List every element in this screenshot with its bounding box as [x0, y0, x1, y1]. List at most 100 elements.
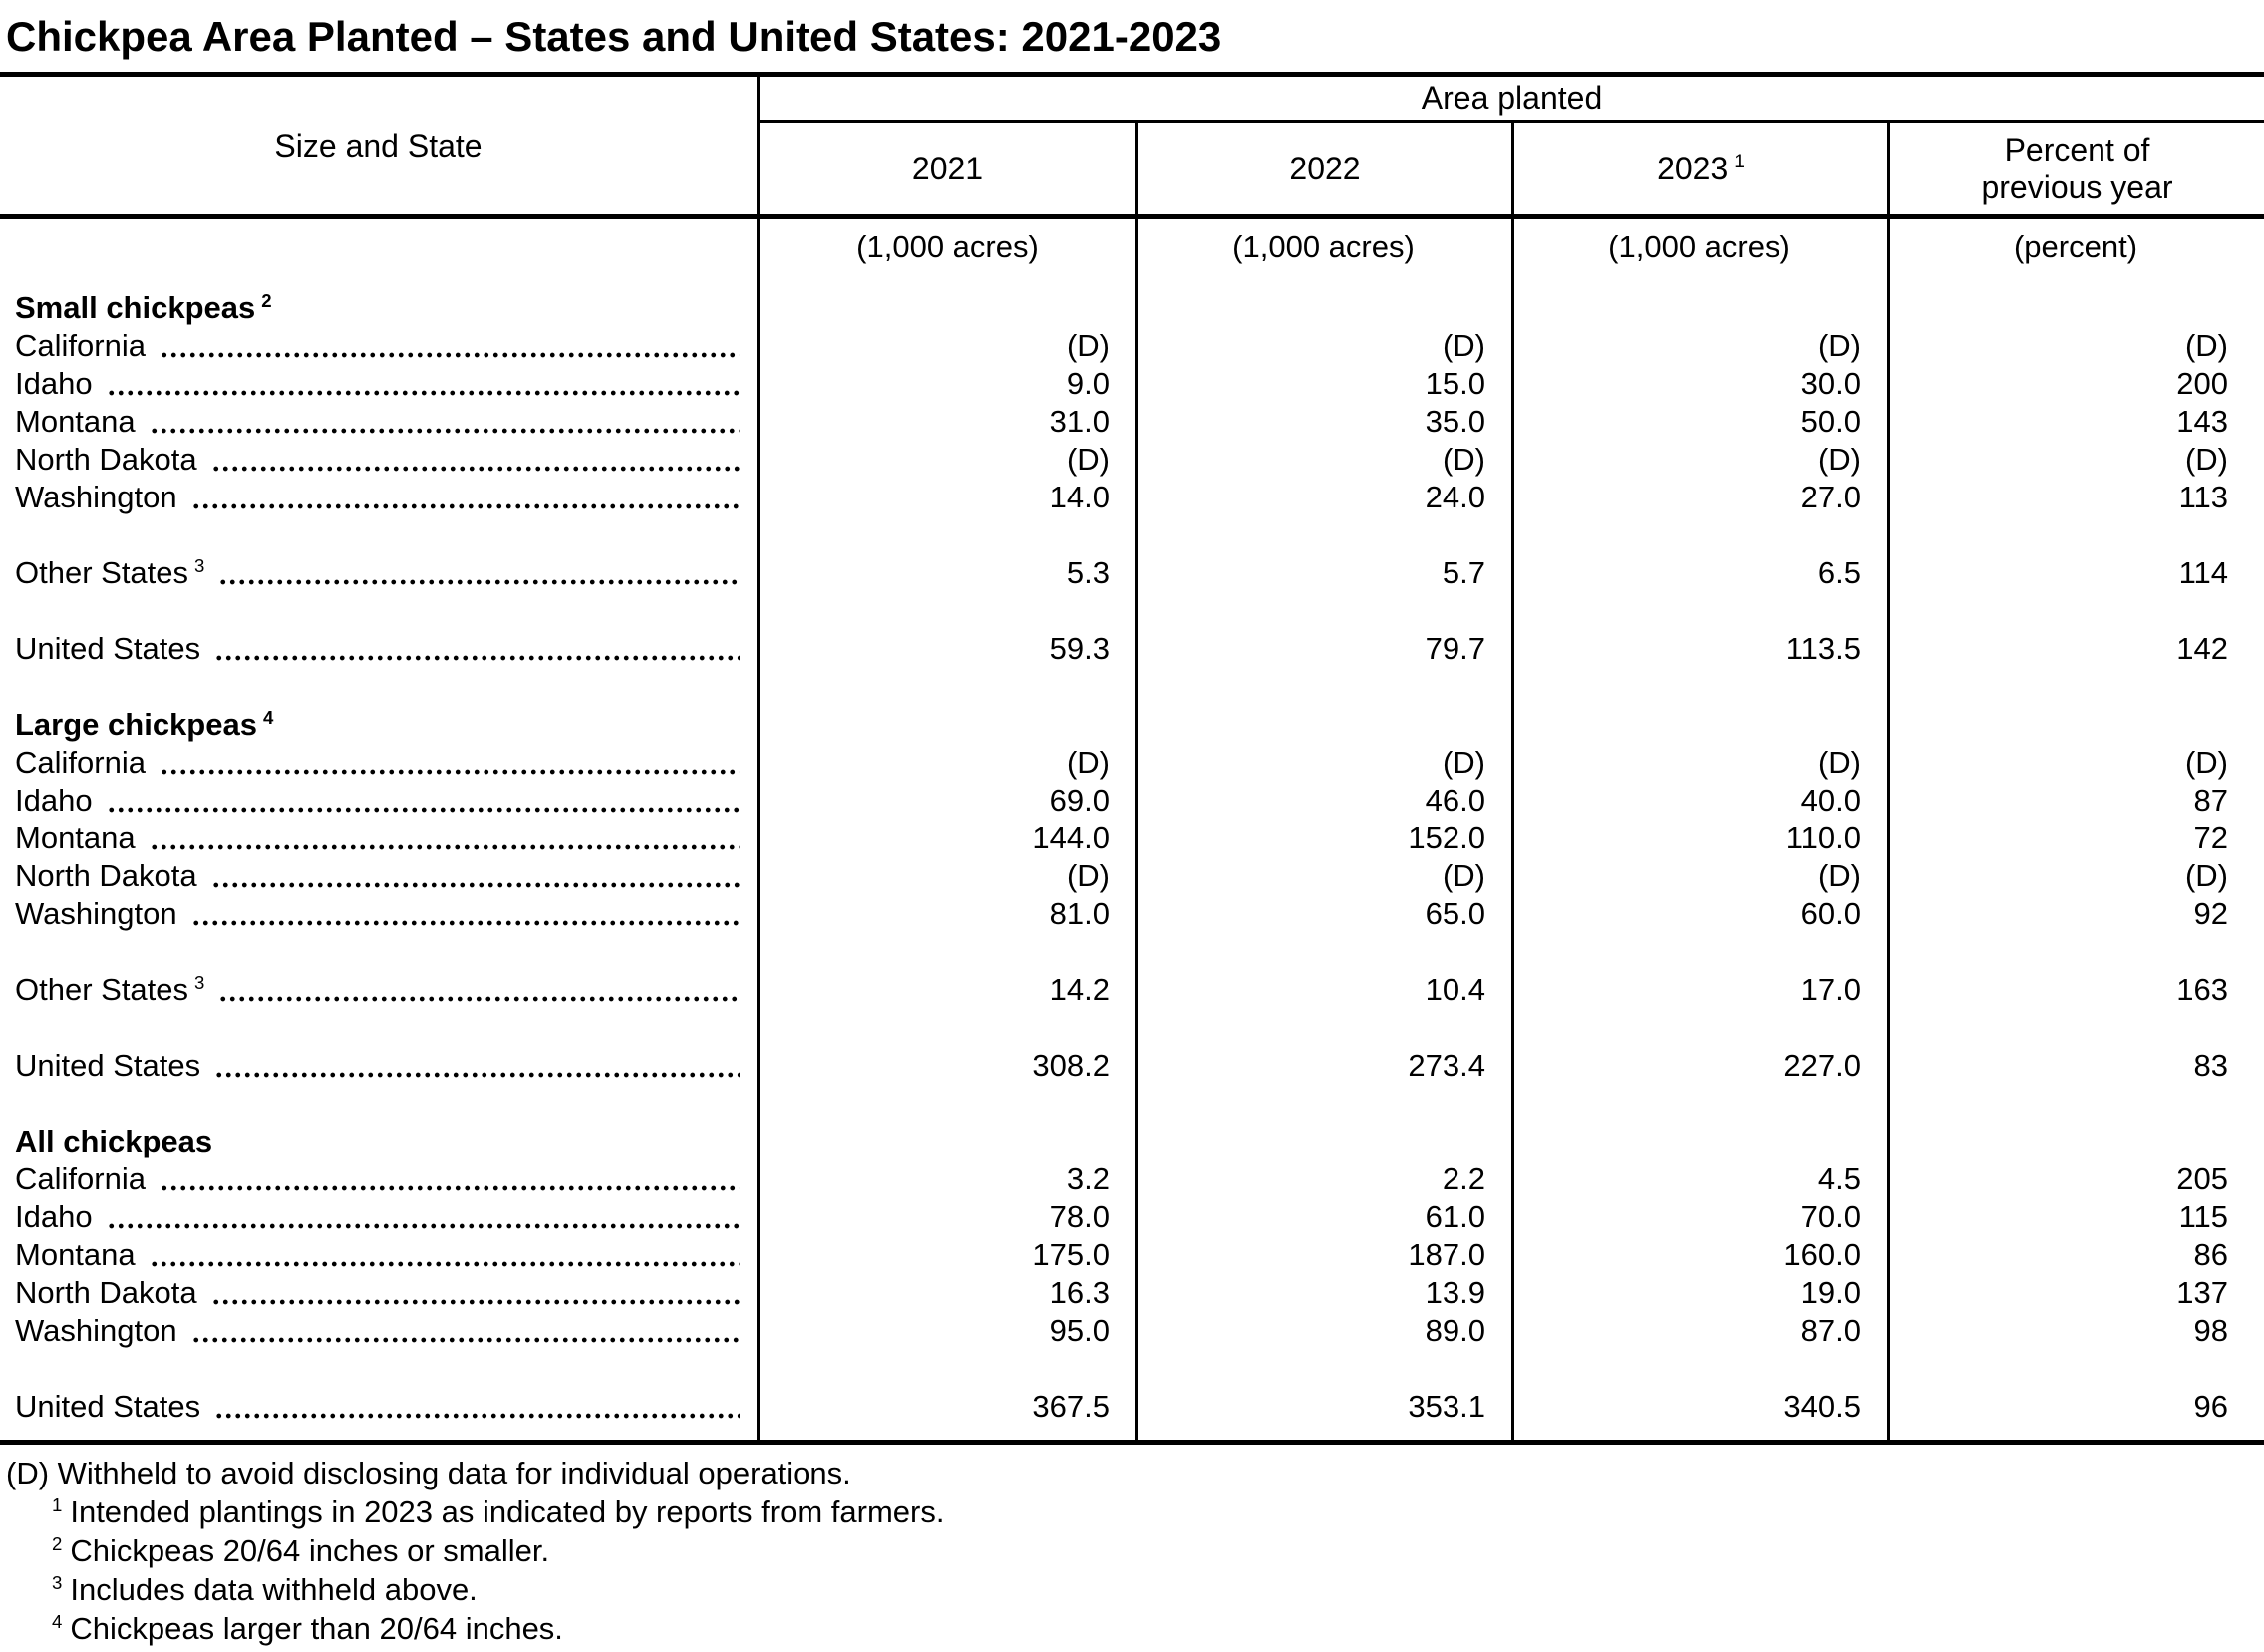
value-cell: (D)	[1817, 442, 1861, 478]
row-label: Montana	[15, 821, 136, 856]
dot-leader	[218, 996, 740, 1003]
dot-leader	[210, 466, 740, 473]
row-label-cell: Idaho	[0, 1198, 760, 1236]
value-cell: 273.4	[1408, 1048, 1485, 1084]
table-body: (1,000 acres) (1,000 acres) (1,000 acres…	[0, 219, 2264, 1441]
value-cell: 24.0	[1425, 480, 1485, 515]
row-label: Montana	[15, 404, 136, 440]
value-cell: 3.2	[1066, 1161, 1110, 1197]
value-cell: 87.0	[1800, 1313, 1861, 1349]
value-cell: 144.0	[1032, 821, 1110, 856]
footnotes: (D) Withheld to avoid disclosing data fo…	[0, 1454, 2264, 1648]
value-cell: 78.0	[1049, 1199, 1110, 1235]
value-cell: 50.0	[1800, 404, 1861, 440]
value-cell: 175.0	[1032, 1237, 1110, 1273]
row-label: Other States 3	[15, 554, 205, 591]
row-label-cell: United States	[0, 630, 760, 668]
value-cell: 2.2	[1442, 1161, 1485, 1197]
column-header-percent-of-previous-year: Percent of previous year	[1887, 123, 2264, 215]
row-label: Washington	[15, 1313, 177, 1349]
value-cell: 367.5	[1032, 1389, 1110, 1425]
row-label-cell: Idaho	[0, 365, 760, 403]
value-cell: 72	[2193, 821, 2228, 856]
value-cell: 96	[2193, 1389, 2228, 1425]
dot-leader	[190, 1337, 740, 1344]
value-cell: (D)	[2184, 442, 2228, 478]
unit-label-2023: (1,000 acres)	[1608, 229, 1790, 265]
row-label-cell: Montana	[0, 1236, 760, 1274]
table-section: Large chickpeas 4 California (D) (D) (D) (D) Id…	[0, 706, 2264, 1085]
dot-leader	[149, 1261, 740, 1268]
section-heading-row: Large chickpeas 4	[0, 706, 2264, 744]
table-header: Size and State Area planted 2021 2022 20…	[0, 77, 2264, 220]
dot-leader	[106, 390, 740, 397]
value-cell: 30.0	[1800, 366, 1861, 402]
value-cell: 14.2	[1049, 972, 1110, 1008]
row-label: Washington	[15, 896, 177, 932]
table-row: Other States 3 14.2 10.4 17.0 163	[0, 971, 2264, 1009]
table-row: North Dakota (D) (D) (D) (D)	[0, 441, 2264, 479]
value-cell: (D)	[2184, 745, 2228, 781]
row-label: United States	[15, 1048, 201, 1084]
footnote-superscript: 1	[52, 1493, 63, 1515]
value-cell: 308.2	[1032, 1048, 1110, 1084]
column-divider-line	[757, 219, 760, 1441]
dot-leader	[159, 1185, 740, 1192]
table-row: Montana 144.0 152.0 110.0 72	[0, 820, 2264, 857]
row-label-cell: North Dakota	[0, 441, 760, 479]
page-title: Chickpea Area Planted – States and Unite…	[6, 13, 1222, 60]
section-heading-cell: All chickpeas	[0, 1123, 760, 1160]
table-row: Washington 14.0 24.0 27.0 113	[0, 479, 2264, 516]
row-label: Idaho	[15, 783, 93, 819]
dot-leader	[218, 579, 740, 586]
row-label-cell: North Dakota	[0, 857, 760, 895]
units-row: (1,000 acres) (1,000 acres) (1,000 acres…	[0, 219, 2264, 275]
dot-leader	[190, 503, 740, 510]
value-cell: 113.5	[1785, 631, 1861, 667]
section-heading-superscript: 4	[262, 706, 274, 728]
row-label: Other States 3	[15, 971, 205, 1008]
footnote-superscript: 2	[52, 1532, 63, 1554]
column-header-2021: 2021	[760, 123, 1135, 214]
value-cell: 10.4	[1425, 972, 1485, 1008]
table-row: Other States 3 5.3 5.7 6.5 114	[0, 554, 2264, 592]
dot-leader	[210, 882, 740, 889]
row-label-cell: Other States 3	[0, 554, 760, 592]
value-cell: (D)	[1817, 745, 1861, 781]
unit-label-percent: (percent)	[2013, 229, 2138, 265]
table-row: Idaho 69.0 46.0 40.0 87	[0, 782, 2264, 820]
value-cell: (D)	[1066, 745, 1110, 781]
value-cell: 98	[2193, 1313, 2228, 1349]
value-cell: 143	[2176, 404, 2228, 440]
value-cell: 137	[2176, 1275, 2228, 1311]
value-cell: 6.5	[1817, 555, 1861, 591]
value-cell: 86	[2193, 1237, 2228, 1273]
column-header-2022: 2022	[1135, 123, 1511, 215]
value-cell: 19.0	[1800, 1275, 1861, 1311]
value-cell: (D)	[1442, 442, 1485, 478]
section-heading-cell: Small chickpeas 2	[0, 289, 760, 327]
value-cell: (D)	[1817, 328, 1861, 364]
value-cell: 69.0	[1049, 783, 1110, 819]
value-cell: 340.5	[1783, 1389, 1861, 1425]
row-label-cell: North Dakota	[0, 1274, 760, 1312]
column-divider-line	[1887, 219, 1890, 1441]
section-heading-row: Small chickpeas 2	[0, 289, 2264, 327]
value-cell: 87	[2193, 783, 2228, 819]
row-label: Washington	[15, 480, 177, 515]
row-label-cell: Washington	[0, 1312, 760, 1350]
table-section: All chickpeas California 3.2 2.2 4.5 205 Idaho…	[0, 1123, 2264, 1426]
value-cell: (D)	[2184, 328, 2228, 364]
area-planted-label: Area planted	[1421, 80, 1603, 117]
footnote-4: 4 Chickpeas larger than 20/64 inches.	[0, 1609, 2264, 1648]
value-cell: 31.0	[1049, 404, 1110, 440]
value-cell: 14.0	[1049, 480, 1110, 515]
value-cell: 81.0	[1049, 896, 1110, 932]
footnote-text: Includes data withheld above.	[70, 1572, 478, 1608]
value-cell: 92	[2193, 896, 2228, 932]
dot-leader	[159, 769, 740, 776]
table-row: California 3.2 2.2 4.5 205	[0, 1160, 2264, 1198]
section-heading-cell: Large chickpeas 4	[0, 706, 760, 744]
table-section: Small chickpeas 2 California (D) (D) (D) (D) Id…	[0, 289, 2264, 668]
